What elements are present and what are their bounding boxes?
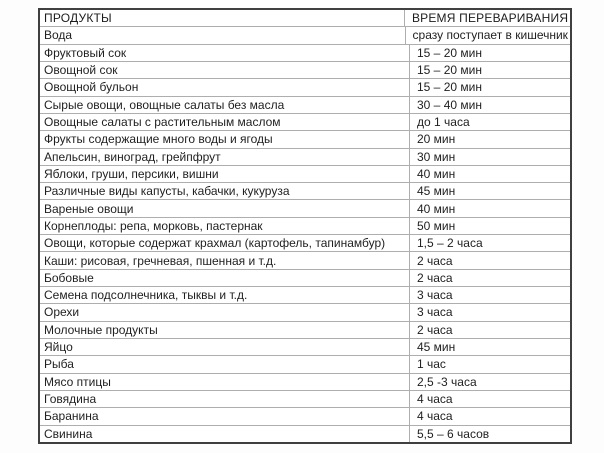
table-row: Яблоки, груши, персики, вишни 40 мин: [40, 165, 570, 184]
product-cell: Овощной сок: [40, 61, 410, 79]
table-row: Апельсин, виноград, грейпфрут 30 мин: [40, 148, 570, 166]
product-cell: Баранина: [40, 408, 410, 425]
product-cell: Яйцо: [40, 338, 410, 356]
table-row: Бобовые 2 часа: [40, 269, 570, 287]
time-cell: 3 часа: [417, 288, 453, 303]
product-cell: Корнеплоды: репа, морковь, пастернак: [40, 217, 410, 235]
product-cell: Молочные продукты: [40, 321, 410, 338]
product-cell: Фруктовый сок: [40, 44, 410, 61]
table-row: Овощные салаты с растительным маслом до 1…: [40, 113, 570, 132]
column-header-products: ПРОДУКТЫ: [40, 10, 405, 27]
time-cell: 45 мин: [417, 340, 456, 355]
time-cell: 4 часа: [417, 409, 453, 424]
time-cell: 15 – 20 мин: [417, 80, 482, 95]
table-row: Фрукты содержащие много воды и ягоды 20 м…: [40, 131, 570, 149]
time-cell: 40 мин: [417, 201, 456, 216]
time-cell: до 1 часа: [417, 115, 470, 130]
product-cell: Бобовые: [40, 269, 410, 286]
table-row: Баранина 4 часа: [40, 408, 570, 426]
product-cell: Семена подсолнечника, тыквы и т.д.: [40, 287, 410, 304]
table-row: Орехи 3 часа: [40, 304, 570, 322]
table-row: Рыба 1 час: [40, 356, 570, 374]
product-cell: Яблоки, груши, персики, вишни: [40, 165, 410, 183]
time-cell: 50 мин: [417, 218, 456, 233]
time-cell: 40 мин: [417, 166, 456, 181]
table-row: Вареные овощи 40 мин: [40, 200, 570, 218]
table-row: Различные виды капусты, кабачки, кукуруз…: [40, 183, 570, 201]
column-header-time: ВРЕМЯ ПЕРЕВАРИВАНИЯ: [411, 11, 569, 26]
product-cell: Овощные салаты с растительным маслом: [40, 113, 410, 131]
time-cell: 1,5 – 2 часа: [417, 236, 483, 251]
table-row: Корнеплоды: репа, морковь, пастернак 50 м…: [40, 217, 570, 236]
product-cell: Каши: рисовая, гречневая, пшенная и т.д.: [40, 252, 410, 269]
table-row: Фруктовый сок 15 – 20 мин: [40, 44, 570, 62]
digestion-table: ПРОДУКТЫ ВРЕМЯ ПЕРЕВАРИВАНИЯ Вода сразу п…: [38, 8, 572, 444]
time-cell: 20 мин: [417, 132, 456, 147]
table-header-row: ПРОДУКТЫ ВРЕМЯ ПЕРЕВАРИВАНИЯ: [40, 10, 570, 28]
product-cell: Сырые овощи, овощные салаты без масла: [40, 96, 410, 113]
product-cell: Орехи: [40, 304, 410, 321]
table-row: Молочные продукты 2 часа: [40, 321, 570, 339]
product-cell: Апельсин, виноград, грейпфрут: [40, 148, 410, 165]
product-cell: Овощи, которые содержат крахмал (картофе…: [40, 235, 410, 252]
time-cell: 5,5 – 6 часов: [417, 426, 490, 441]
table-row: Овощной сок 15 – 20 мин: [40, 61, 570, 80]
time-cell: 15 – 20 мин: [417, 45, 482, 60]
table-row: Говядина 4 часа: [40, 390, 570, 409]
time-cell: 30 мин: [417, 149, 456, 164]
time-cell: 1 час: [417, 357, 446, 372]
product-cell: Говядина: [40, 390, 410, 408]
product-cell: Овощной бульон: [40, 79, 410, 96]
time-cell: 30 – 40 мин: [417, 97, 482, 112]
product-cell: Различные виды капусты, кабачки, кукуруз…: [40, 183, 410, 200]
time-cell: сразу поступает в кишечник: [412, 28, 568, 43]
product-cell: Вареные овощи: [40, 200, 410, 217]
table-row: Семена подсолнечника, тыквы и т.д. 3 часа: [40, 287, 570, 305]
time-cell: 15 – 20 мин: [417, 63, 482, 78]
product-cell: Свинина: [40, 425, 410, 442]
table-row: Свинина 5,5 – 6 часов: [40, 425, 570, 442]
table-row: Мясо птицы 2,5 -3 часа: [40, 373, 570, 391]
table-row: Каши: рисовая, гречневая, пшенная и т.д.…: [40, 252, 570, 270]
table-row: Вода сразу поступает в кишечник: [40, 27, 570, 45]
time-cell: 4 часа: [417, 392, 453, 407]
time-cell: 2 часа: [417, 270, 453, 285]
time-cell: 2 часа: [417, 322, 453, 337]
time-cell: 3 часа: [417, 305, 453, 320]
product-cell: Мясо птицы: [40, 373, 410, 390]
time-cell: 45 мин: [417, 184, 456, 199]
time-cell: 2,5 -3 часа: [417, 374, 477, 389]
product-cell: Фрукты содержащие много воды и ягоды: [40, 131, 410, 148]
table-row: Овощной бульон 15 – 20 мин: [40, 79, 570, 97]
time-cell: 2 часа: [417, 253, 453, 268]
product-cell: Вода: [40, 27, 406, 44]
table-row: Сырые овощи, овощные салаты без масла 30 …: [40, 96, 570, 114]
table-row: Овощи, которые содержат крахмал (картофе…: [40, 235, 570, 253]
product-cell: Рыба: [40, 356, 410, 373]
table-row: Яйцо 45 мин: [40, 338, 570, 357]
